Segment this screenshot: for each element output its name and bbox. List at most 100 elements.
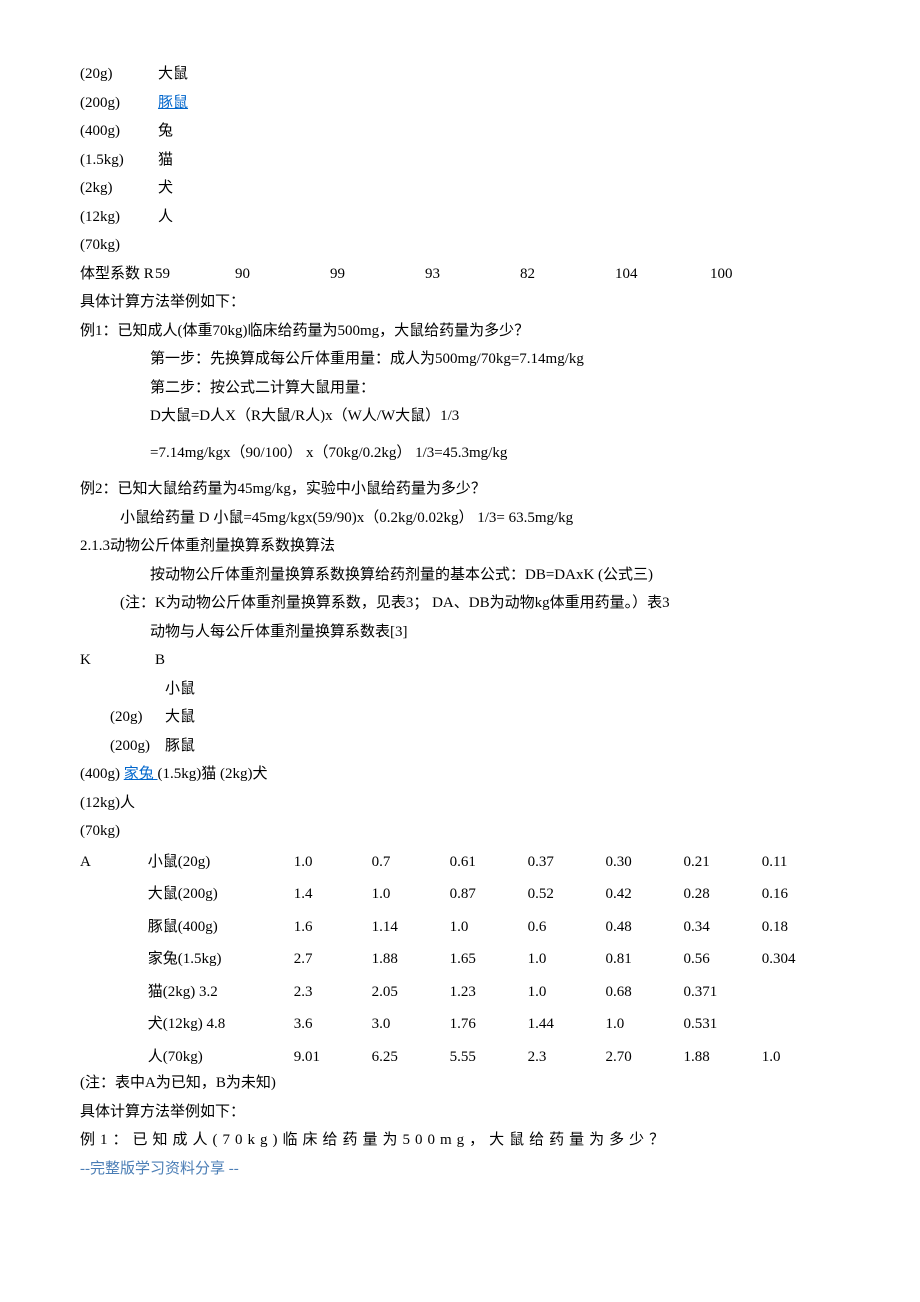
coeff-value: 100	[710, 260, 805, 289]
cell: 0.28	[683, 878, 761, 911]
a-label: A	[80, 846, 148, 1074]
table-note: (注：表中A为已知，B为未知)	[80, 1069, 840, 1098]
example1b: 例1：已知成人(70kg)临床给药量为500mg，大鼠给药量为多少？	[80, 1126, 840, 1155]
cell: 0.61	[450, 846, 528, 879]
cell: 0.18	[762, 911, 840, 944]
cell: 0.30	[606, 846, 684, 879]
kb-line4: (400g) 家兔 (1.5kg)猫 (2kg)犬	[80, 760, 840, 789]
weight-cell: (2kg)	[80, 174, 140, 203]
section-213-desc: 按动物公斤体重剂量换算系数换算给药剂量的基本公式：DB=DAxK (公式三)	[80, 561, 840, 590]
kb-weight: (20g)	[80, 703, 165, 732]
example1-title: 例1：已知成人(体重70kg)临床给药量为500mg，大鼠给药量为多少？	[80, 317, 840, 346]
example2-formula: 小鼠给药量 D 小鼠=45mg/kgx(59/90)x（0.2kg/0.02kg…	[80, 504, 840, 533]
cell: 3.0	[372, 1008, 450, 1041]
example1-step1: 第一步：先换算成每公斤体重用量：成人为500mg/70kg=7.14mg/kg	[80, 345, 840, 374]
cell: 0.16	[762, 878, 840, 911]
example1-formula2: =7.14mg/kgx（90/100） x（70kg/0.2kg） 1/3=45…	[80, 439, 840, 468]
table-row: 家兔(1.5kg) 2.7 1.88 1.65 1.0 0.81 0.56 0.…	[80, 943, 840, 976]
cell: 1.4	[294, 878, 372, 911]
cell: 1.0	[294, 846, 372, 879]
animal-name: 猫	[158, 146, 173, 175]
cell: 0.371	[683, 976, 761, 1009]
cell: 0.81	[606, 943, 684, 976]
table-row: A 小鼠(20g) 1.0 0.7 0.61 0.37 0.30 0.21 0.…	[80, 846, 840, 879]
cell	[762, 1008, 840, 1041]
cell: 1.0	[528, 943, 606, 976]
table3-title: 动物与人每公斤体重剂量换算系数表[3]	[80, 618, 840, 647]
cell: 3.6	[294, 1008, 372, 1041]
cell: 0.304	[762, 943, 840, 976]
row-label: 豚鼠(400g)	[148, 911, 294, 944]
animal-name: 大鼠	[158, 60, 188, 89]
cell: 0.34	[683, 911, 761, 944]
animal-name: 犬	[158, 174, 173, 203]
animal-name: 人	[158, 203, 173, 232]
table-row: 猫(2kg) 3.2 2.3 2.05 1.23 1.0 0.68 0.371	[80, 976, 840, 1009]
row-label: 犬(12kg) 4.8	[148, 1008, 294, 1041]
cell: 1.23	[450, 976, 528, 1009]
cell: 0.42	[606, 878, 684, 911]
body-coefficient-row: 体型系数 R 59 90 99 93 82 104 100	[80, 260, 840, 289]
cell	[762, 976, 840, 1009]
cell: 2.05	[372, 976, 450, 1009]
kb-name: 豚鼠	[165, 732, 195, 761]
cell: 1.44	[528, 1008, 606, 1041]
example2-title: 例2：已知大鼠给药量为45mg/kg，实验中小鼠给药量为多少？	[80, 475, 840, 504]
cell: 0.21	[683, 846, 761, 879]
cell: 0.37	[528, 846, 606, 879]
animal-name: 兔	[158, 117, 173, 146]
cell: 0.7	[372, 846, 450, 879]
kb-name: 大鼠	[165, 703, 195, 732]
k-label: K	[80, 646, 155, 675]
kb-line4-post: (1.5kg)猫 (2kg)犬	[158, 766, 268, 782]
coeff-value: 59	[155, 260, 235, 289]
cell: 2.7	[294, 943, 372, 976]
conversion-table: A 小鼠(20g) 1.0 0.7 0.61 0.37 0.30 0.21 0.…	[80, 846, 840, 1074]
cell: 2.3	[294, 976, 372, 1009]
coeff-value: 99	[330, 260, 425, 289]
row-label: 大鼠(200g)	[148, 878, 294, 911]
coeff-value: 104	[615, 260, 710, 289]
weight-cell: (1.5kg)	[80, 146, 140, 175]
cell: 1.6	[294, 911, 372, 944]
cell: 0.87	[450, 878, 528, 911]
weight-cell: (200g)	[80, 89, 140, 118]
cell: 0.11	[762, 846, 840, 879]
row-label: 猫(2kg) 3.2	[148, 976, 294, 1009]
weight-cell: (20g)	[80, 60, 140, 89]
cell: 1.0	[528, 976, 606, 1009]
cell: 1.76	[450, 1008, 528, 1041]
kb-line5: (12kg)人	[80, 789, 840, 818]
cell: 1.14	[372, 911, 450, 944]
table-row: 大鼠(200g) 1.4 1.0 0.87 0.52 0.42 0.28 0.1…	[80, 878, 840, 911]
intro-text-2: 具体计算方法举例如下：	[80, 1098, 840, 1127]
section-213-heading: 2.1.3动物公斤体重剂量换算系数换算法	[80, 532, 840, 561]
weight-cell: (12kg)	[80, 203, 140, 232]
rabbit-link[interactable]: 家兔	[124, 766, 158, 782]
coeff-value: 93	[425, 260, 520, 289]
cell: 0.531	[683, 1008, 761, 1041]
kb-line4-pre: (400g)	[80, 766, 124, 782]
cell: 1.88	[372, 943, 450, 976]
cell: 1.0	[606, 1008, 684, 1041]
example1-formula1: D大鼠=D人X（R大鼠/R人)x（W人/W大鼠）1/3	[80, 402, 840, 431]
row-label: 小鼠(20g)	[148, 846, 294, 879]
kb-name: 小鼠	[165, 675, 195, 704]
coeff-label: 体型系数 R	[80, 260, 155, 289]
weight-cell: (70kg)	[80, 231, 140, 260]
cell: 0.52	[528, 878, 606, 911]
footer-text: --完整版学习资料分享 --	[80, 1155, 840, 1184]
cell: 1.0	[450, 911, 528, 944]
kb-weight: (200g)	[80, 732, 165, 761]
kb-weight	[80, 675, 165, 704]
kb-header: K B	[80, 646, 840, 675]
cell: 0.56	[683, 943, 761, 976]
row-label: 家兔(1.5kg)	[148, 943, 294, 976]
kb-line6: (70kg)	[80, 817, 840, 846]
weight-cell: (400g)	[80, 117, 140, 146]
cell: 1.0	[372, 878, 450, 911]
animal-weight-list: (20g) 大鼠 (200g) 豚鼠 (400g) 兔 (1.5kg) 猫 (2kg) 犬…	[80, 60, 840, 260]
coeff-value: 82	[520, 260, 615, 289]
animal-name-link[interactable]: 豚鼠	[158, 89, 188, 118]
cell: 0.68	[606, 976, 684, 1009]
